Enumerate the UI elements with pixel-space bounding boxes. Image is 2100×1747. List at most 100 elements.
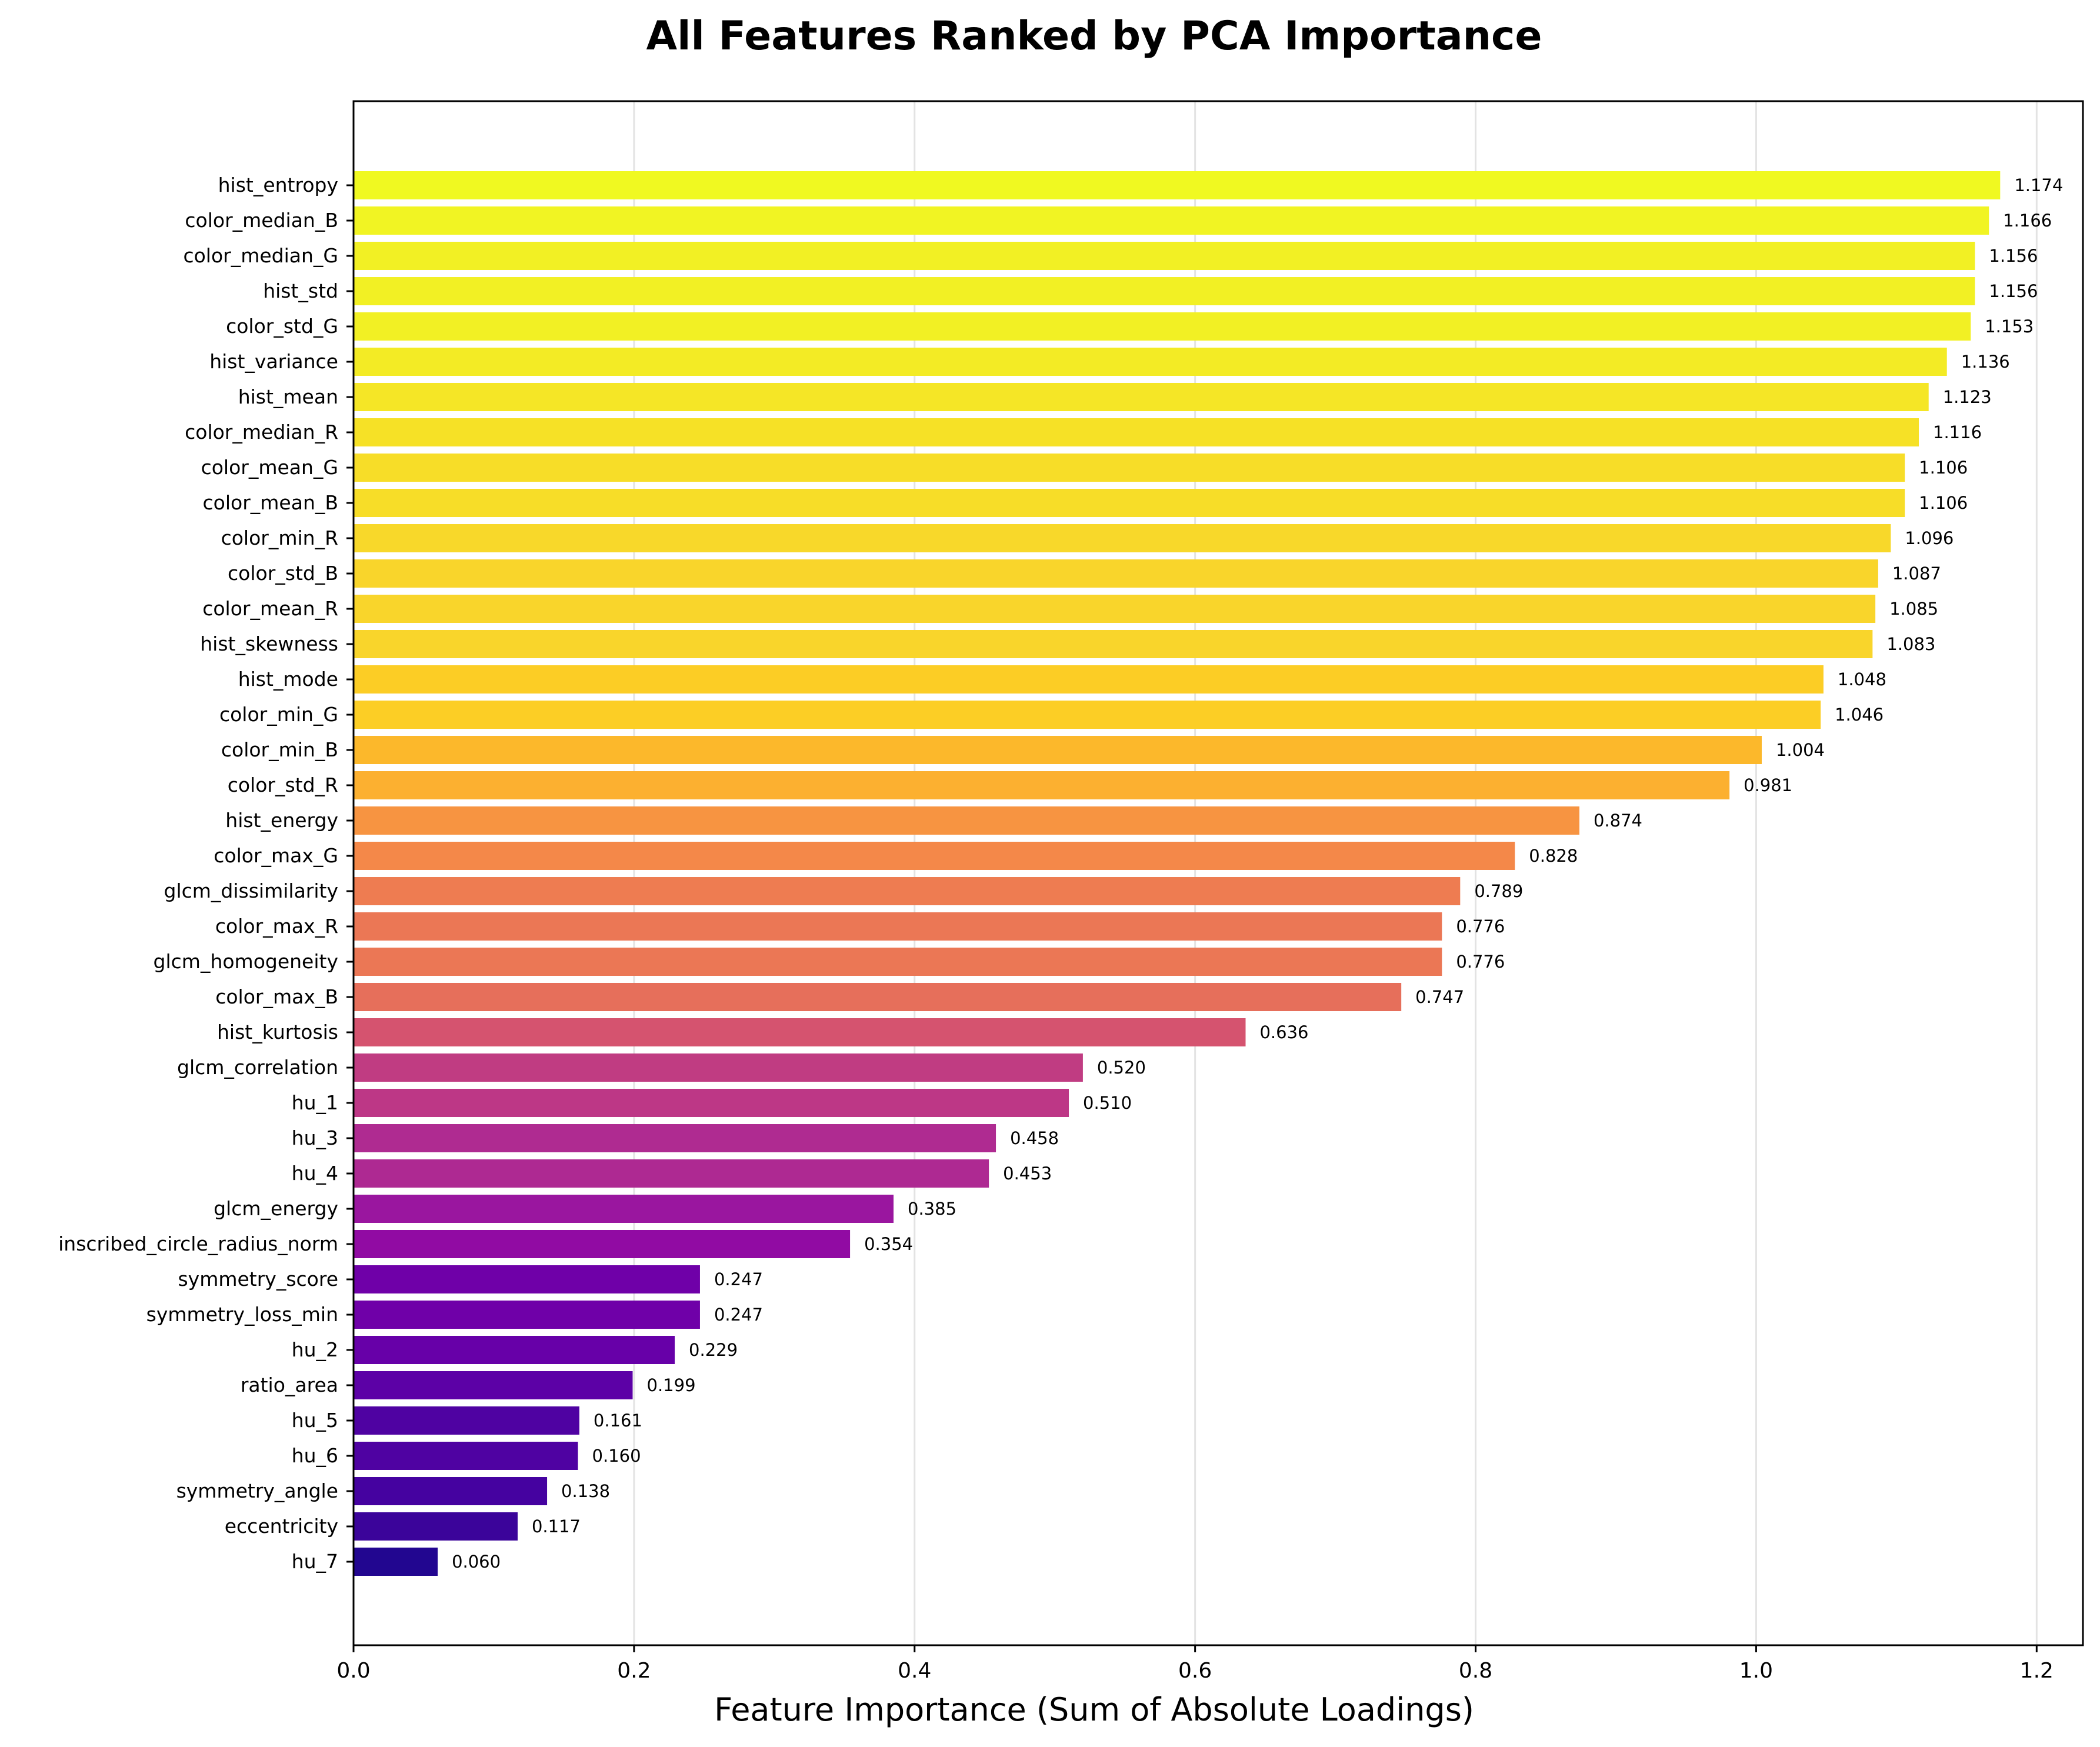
bar [354,1301,700,1329]
y-tick-label: hu_7 [292,1550,338,1573]
plot-frame [352,100,2084,1646]
y-tick-label: symmetry_loss_min [146,1303,338,1326]
bar [354,1512,518,1541]
bar [354,877,1461,905]
y-tick-label: hist_mode [238,668,338,691]
bar-value-label: 0.747 [1415,987,1464,1007]
bar [354,524,1891,552]
bar-value-label: 0.385 [908,1199,956,1219]
bar-value-label: 1.048 [1838,669,1886,689]
bar-value-label: 1.156 [1989,246,2038,266]
bar-value-label: 1.174 [2014,175,2063,195]
bar-value-label: 0.874 [1594,811,1642,831]
bar [354,1477,548,1505]
x-tick-label: 0.4 [898,1659,931,1683]
x-tick-label: 0.8 [1459,1659,1492,1683]
y-tick-label: hist_mean [238,385,338,408]
y-tick-label: hu_3 [292,1126,338,1149]
bar [354,1371,633,1399]
bar [354,1089,1069,1117]
y-tick-label: hu_6 [292,1444,338,1467]
bar [354,418,1919,446]
y-tick-label: color_std_G [226,315,338,338]
y-tick-label: hu_4 [292,1162,338,1185]
bar-value-label: 1.046 [1835,705,1884,725]
bar [354,1230,851,1258]
bar-value-label: 0.199 [647,1375,696,1395]
bar [354,1336,675,1364]
y-tick-label: hu_1 [292,1091,338,1114]
bar [354,1053,1083,1082]
y-tick-label: color_mean_R [202,597,338,620]
bar-value-label: 0.117 [532,1516,581,1536]
y-tick-label: color_max_G [214,844,338,867]
bar [354,1195,894,1223]
bar-value-label: 0.060 [452,1552,501,1572]
bar [354,277,1975,305]
x-axis-label: Feature Importance (Sum of Absolute Load… [714,1691,1474,1728]
y-tick-label: hu_2 [292,1338,338,1361]
bar [354,1548,438,1576]
y-tick-label: hist_entropy [218,174,338,196]
y-tick-label: color_mean_G [201,456,338,479]
bar [354,454,1905,482]
bar-value-label: 1.116 [1933,422,1982,442]
bar-value-label: 0.161 [594,1411,642,1431]
x-tick-label: 0.0 [336,1659,370,1683]
bar [354,312,1971,341]
y-tick-label: color_min_R [221,526,338,549]
bar-value-label: 1.136 [1961,352,2010,372]
bar-value-label: 0.510 [1083,1093,1132,1113]
bar-value-label: 1.096 [1905,528,1954,548]
bar-value-label: 1.106 [1919,493,1968,513]
bar-value-label: 0.458 [1010,1128,1059,1148]
bar-value-label: 0.776 [1456,952,1505,972]
y-tick-label: hist_kurtosis [217,1021,338,1043]
bar [354,630,1873,658]
x-tick-label: 1.0 [1739,1659,1773,1683]
y-tick-label: symmetry_angle [176,1479,338,1502]
bar-value-label: 0.229 [689,1340,738,1360]
bar [354,595,1876,623]
bar [354,771,1730,799]
bar [354,736,1762,764]
bar [354,983,1402,1011]
bar-value-label: 0.776 [1456,916,1505,936]
y-tick-label: color_std_R [228,774,338,796]
bar [354,383,1929,411]
y-tick-label: color_min_B [221,738,338,761]
bar-value-label: 1.004 [1776,740,1825,760]
y-tick-label: color_min_G [219,703,338,726]
y-tick-label: hu_5 [292,1409,338,1432]
y-tick-label: color_median_R [185,421,338,444]
x-tick-label: 0.6 [1178,1659,1212,1683]
bar [354,1442,578,1470]
y-tick-label: hist_energy [225,809,338,832]
bar [354,348,1947,376]
bar-value-label: 1.085 [1889,599,1938,619]
y-tick-label: color_std_B [228,562,338,585]
bar-value-label: 0.247 [714,1269,763,1289]
bar-value-label: 0.636 [1259,1022,1308,1042]
bar-value-label: 1.153 [1985,316,2034,336]
y-tick-label: color_mean_B [203,491,338,514]
bar-value-label: 0.789 [1474,881,1523,901]
y-tick-label: symmetry_score [178,1268,338,1291]
y-tick-label: ratio_area [241,1373,338,1396]
bar [354,206,1989,235]
bar-value-label: 0.247 [714,1305,763,1325]
bar [354,806,1579,835]
bar-value-label: 0.354 [864,1234,913,1254]
bar [354,665,1824,694]
y-tick-label: hist_skewness [200,632,338,655]
y-tick-label: glcm_energy [214,1197,338,1220]
bar [354,171,2001,199]
y-tick-label: color_median_G [183,244,338,267]
axis-ticks: 0.0 0.2 0.4 0.6 0.8 1.0 1.2 hist_entropy color_m… [58,174,2054,1683]
bar-value-label: 1.156 [1989,281,2038,301]
bar [354,559,1878,588]
bar [354,1406,579,1435]
bar-value-label: 0.981 [1744,775,1792,795]
y-tick-label: color_median_B [185,209,338,232]
bar [354,1159,989,1188]
